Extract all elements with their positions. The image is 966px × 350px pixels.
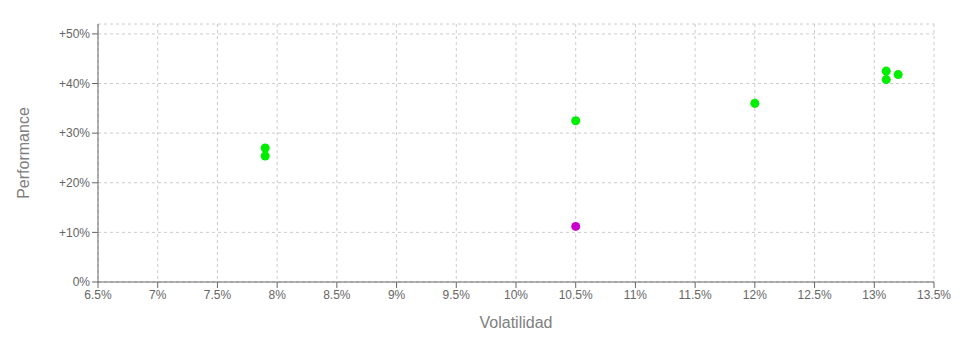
svg-text:6.5%: 6.5% — [84, 288, 112, 302]
svg-text:10.5%: 10.5% — [559, 288, 593, 302]
svg-text:12.5%: 12.5% — [798, 288, 832, 302]
svg-text:8%: 8% — [268, 288, 286, 302]
svg-text:13.5%: 13.5% — [917, 288, 951, 302]
svg-text:9.5%: 9.5% — [443, 288, 471, 302]
svg-text:9%: 9% — [388, 288, 406, 302]
svg-text:8.5%: 8.5% — [323, 288, 351, 302]
svg-text:+50%: +50% — [59, 27, 90, 41]
svg-text:+10%: +10% — [59, 226, 90, 240]
svg-text:7%: 7% — [149, 288, 167, 302]
svg-text:0%: 0% — [73, 275, 91, 289]
svg-text:7.5%: 7.5% — [204, 288, 232, 302]
svg-text:12%: 12% — [743, 288, 767, 302]
svg-text:+20%: +20% — [59, 176, 90, 190]
svg-text:Volatilidad: Volatilidad — [480, 314, 553, 331]
svg-text:11%: 11% — [624, 288, 647, 302]
svg-text:+40%: +40% — [59, 77, 90, 91]
svg-text:Performance: Performance — [15, 107, 32, 199]
svg-text:11.5%: 11.5% — [679, 288, 712, 302]
svg-text:+30%: +30% — [59, 126, 90, 140]
svg-text:13%: 13% — [862, 288, 886, 302]
svg-text:10%: 10% — [504, 288, 528, 302]
